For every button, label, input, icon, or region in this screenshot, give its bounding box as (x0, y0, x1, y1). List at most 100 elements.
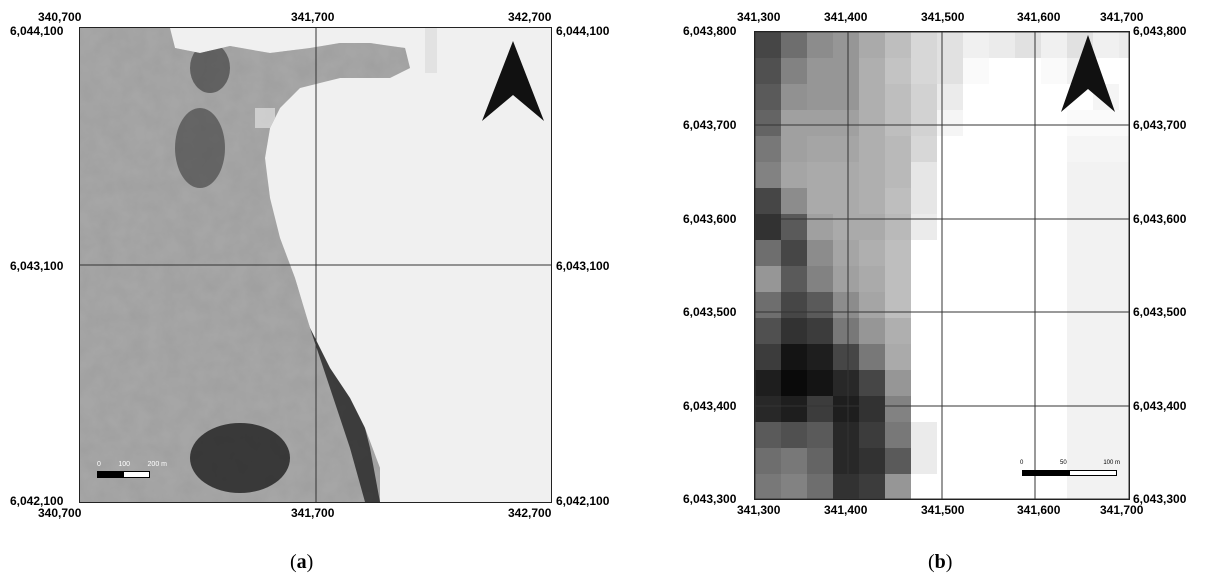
raster-cell (781, 448, 807, 474)
raster-cell (937, 422, 963, 448)
raster-cell (989, 58, 1015, 84)
raster-cell (989, 370, 1015, 396)
raster-cell (781, 58, 807, 84)
raster-cell (963, 344, 989, 370)
bottom-label: 341,700 (1100, 503, 1144, 517)
raster-cell (911, 110, 937, 136)
raster-cell (1015, 188, 1041, 214)
raster-cell (1067, 474, 1093, 499)
raster-cell (1067, 344, 1093, 370)
raster-cell (1093, 110, 1119, 136)
raster-cell (1119, 162, 1129, 188)
raster-cell (1093, 344, 1119, 370)
scale-bar-a: 0 100 200 m (97, 461, 167, 481)
raster-cell (989, 136, 1015, 162)
raster-cell (807, 370, 833, 396)
raster-cell (1119, 396, 1129, 422)
raster-cell (937, 136, 963, 162)
raster-cell (885, 474, 911, 499)
raster-cell (1041, 240, 1067, 266)
raster-cell (1067, 318, 1093, 344)
raster-cell (911, 188, 937, 214)
scale-tick: 100 m (1103, 460, 1120, 466)
raster-cell (1015, 370, 1041, 396)
raster-cell (989, 474, 1015, 499)
raster-cell (1093, 162, 1119, 188)
scale-tick: 50 (1059, 460, 1067, 466)
scale-tick: 100 (118, 461, 131, 468)
top-label: 341,700 (1100, 10, 1144, 24)
raster-cell (937, 188, 963, 214)
raster-cell (989, 110, 1015, 136)
raster-cell (1067, 188, 1093, 214)
raster-cell (1041, 396, 1067, 422)
raster-cell (911, 58, 937, 84)
raster-cell (1041, 318, 1067, 344)
raster-cell (989, 292, 1015, 318)
raster-cell (807, 292, 833, 318)
raster-cell (1067, 370, 1093, 396)
raster-cell (937, 214, 963, 240)
raster-cell (885, 110, 911, 136)
bottom-label: 341,600 (1017, 503, 1061, 517)
caption-a: (a) (290, 551, 314, 573)
raster-cell (911, 266, 937, 292)
raster-cell (937, 396, 963, 422)
raster-cell (989, 318, 1015, 344)
raster-cell (1119, 214, 1129, 240)
right-label: 6,042,100 (556, 494, 610, 508)
raster-cell (1093, 318, 1119, 344)
raster-cell (963, 32, 989, 58)
left-label: 6,043,100 (10, 259, 64, 273)
raster-cell (1015, 84, 1041, 110)
right-label: 6,043,500 (1133, 305, 1187, 319)
scale-tick: 0 (97, 461, 101, 468)
raster-cell (833, 110, 859, 136)
raster-cell (755, 58, 781, 84)
raster-cell (833, 292, 859, 318)
raster-cell (911, 214, 937, 240)
raster-cell (911, 136, 937, 162)
raster-cell (781, 292, 807, 318)
raster-cell (1041, 448, 1067, 474)
right-label: 6,043,300 (1133, 492, 1187, 506)
right-label: 6,043,800 (1133, 24, 1187, 38)
raster-cell (937, 318, 963, 344)
raster-cell (833, 396, 859, 422)
raster-cell (1119, 84, 1129, 110)
raster-cell (1119, 370, 1129, 396)
raster-cell (1067, 292, 1093, 318)
raster-cell (1119, 344, 1129, 370)
raster-cell (1015, 240, 1041, 266)
raster-cell (1067, 448, 1093, 474)
raster-cell (1041, 58, 1067, 84)
raster-cell (885, 396, 911, 422)
raster-cell (833, 240, 859, 266)
caption-b: (b) (928, 551, 953, 573)
raster-cell (1041, 188, 1067, 214)
raster-cell (1041, 422, 1067, 448)
raster-cell (1041, 474, 1067, 499)
raster-cell (1093, 448, 1119, 474)
left-label: 6,043,800 (683, 24, 737, 38)
raster-cell (963, 292, 989, 318)
raster-cell (937, 240, 963, 266)
left-label: 6,044,100 (10, 24, 64, 38)
raster-cell (1015, 162, 1041, 188)
raster-cell (859, 110, 885, 136)
raster-cell (885, 58, 911, 84)
raster-cell (911, 474, 937, 499)
right-label: 6,043,100 (556, 259, 610, 273)
raster-cell (1015, 396, 1041, 422)
raster-cell (859, 448, 885, 474)
bottom-label: 340,700 (38, 506, 82, 520)
raster-cell (989, 32, 1015, 58)
top-label: 341,300 (737, 10, 781, 24)
raster-cell (1093, 214, 1119, 240)
raster-cell (833, 344, 859, 370)
raster-cell (1067, 214, 1093, 240)
raster-cell (859, 240, 885, 266)
raster-cell (781, 266, 807, 292)
raster-cell (833, 32, 859, 58)
raster-cell (859, 84, 885, 110)
